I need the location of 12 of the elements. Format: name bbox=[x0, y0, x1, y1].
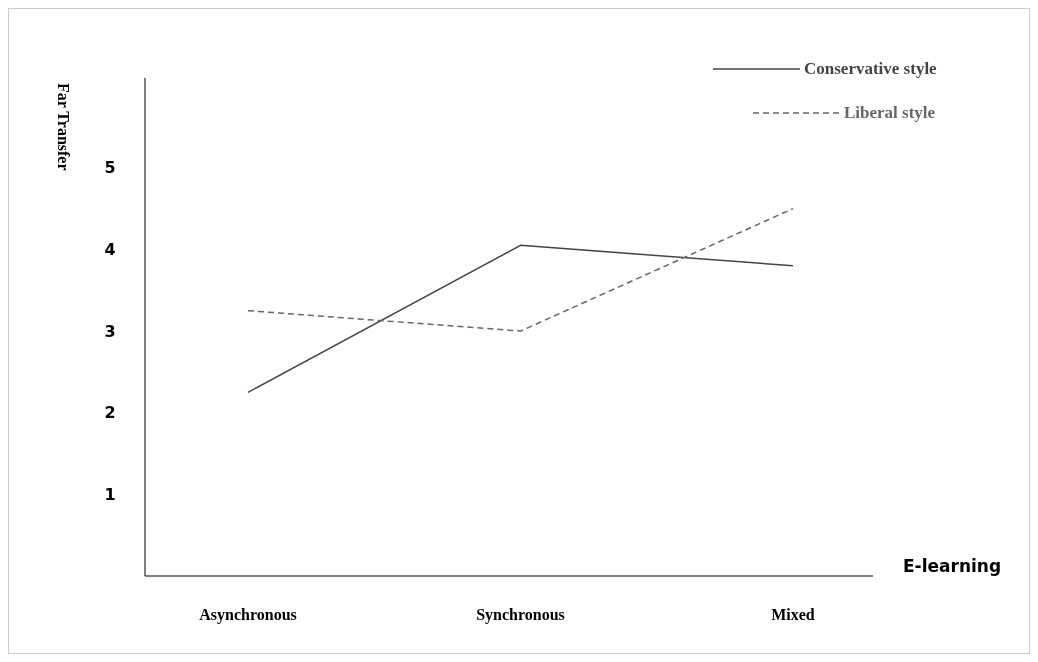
y-tick-label: 4 bbox=[104, 240, 116, 260]
y-axis-title: Far Transfer bbox=[55, 83, 72, 171]
x-tick-label: Synchronous bbox=[476, 606, 565, 624]
x-tick-label: Mixed bbox=[771, 606, 815, 623]
y-tick-label: 3 bbox=[104, 321, 116, 341]
text: Liberal style bbox=[844, 103, 936, 122]
y-tick-label: 2 bbox=[104, 403, 116, 423]
x-tick-label: Asynchronous bbox=[199, 606, 297, 624]
y-tick-label: 1 bbox=[104, 484, 116, 504]
x-axis-title: E-learning bbox=[903, 556, 1002, 576]
y-tick-label: 5 bbox=[104, 158, 116, 178]
text: Conservative style bbox=[804, 59, 938, 78]
